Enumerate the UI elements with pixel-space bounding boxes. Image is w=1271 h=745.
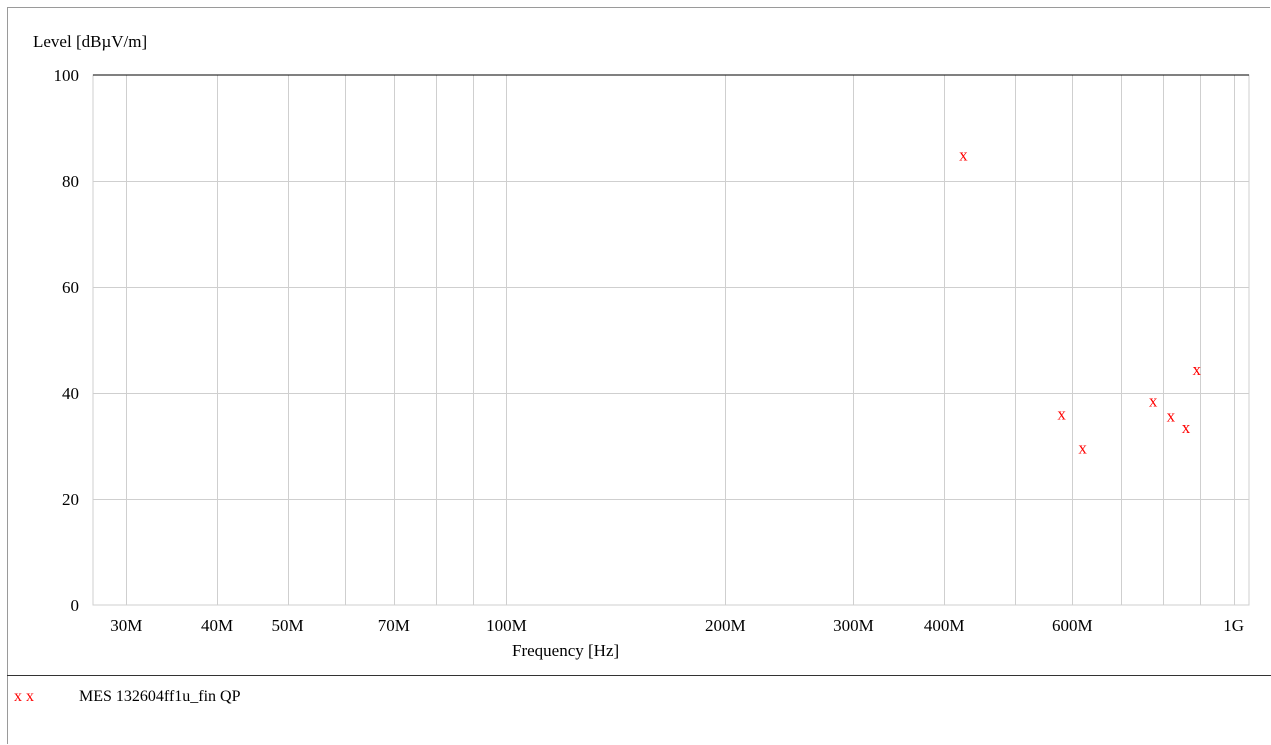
data-point-marker: x <box>1193 360 1202 379</box>
data-point-marker: x <box>1057 405 1066 424</box>
y-tick-label: 60 <box>62 278 79 297</box>
x-tick-label: 50M <box>272 616 304 635</box>
legend-series-label: MES 132604ff1u_fin QP <box>79 688 241 705</box>
data-point-marker: x <box>1167 406 1176 425</box>
y-axis-label: Level [dBµV/m] <box>33 32 147 51</box>
x-tick-label: 1G <box>1223 616 1244 635</box>
tick-label-layer: 30M 40M 50M 70M 100M 200M 300M 400M 600M 1G 0 20 40 6… <box>54 66 1244 635</box>
data-point-marker: x <box>1078 439 1087 458</box>
y-tick-label: 0 <box>71 596 80 615</box>
plot-area-frame <box>92 74 1250 606</box>
x-tick-label: 100M <box>486 616 527 635</box>
legend-series-symbol: x x <box>14 688 34 705</box>
y-tick-label: 100 <box>54 66 80 85</box>
x-tick-label: 200M <box>705 616 746 635</box>
x-axis-label: Frequency [Hz] <box>512 641 619 660</box>
x-tick-label: 30M <box>110 616 142 635</box>
x-tick-label: 70M <box>378 616 410 635</box>
data-point-marker: x <box>1182 418 1191 437</box>
x-tick-label: 300M <box>833 616 874 635</box>
legend-divider <box>7 675 1271 676</box>
x-tick-label: 600M <box>1052 616 1093 635</box>
y-tick-label: 20 <box>62 490 79 509</box>
data-point-marker: x <box>959 146 968 165</box>
data-point-marker: x <box>1149 391 1158 410</box>
chart-border <box>7 7 1270 744</box>
grid-layer <box>93 75 1249 605</box>
y-tick-label: 80 <box>62 172 79 191</box>
legend: x x MES 132604ff1u_fin QP <box>14 688 241 706</box>
x-tick-label: 40M <box>201 616 233 635</box>
y-tick-label: 40 <box>62 384 79 403</box>
x-tick-label: 400M <box>924 616 965 635</box>
